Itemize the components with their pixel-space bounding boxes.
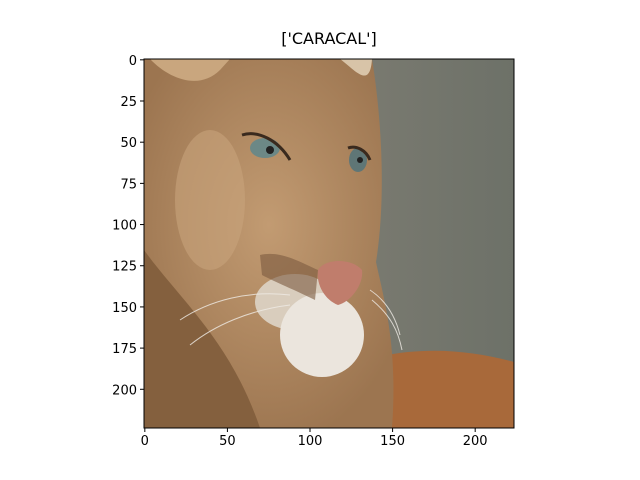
x-tick-label: 100 (298, 434, 323, 449)
y-tick-label: 75 (120, 177, 137, 192)
x-tick-label: 50 (219, 434, 236, 449)
x-tick-label: 150 (380, 434, 405, 449)
y-tick-label: 0 (129, 54, 137, 69)
image (144, 59, 514, 428)
chart-title: ['CARACAL'] (281, 29, 377, 48)
x-tick-label: 0 (141, 434, 149, 449)
y-tick-label: 125 (112, 260, 137, 275)
y-tick-label: 50 (120, 136, 137, 151)
y-tick-label: 200 (112, 383, 137, 398)
y-tick-label: 25 (120, 95, 137, 110)
axes-frame (143, 58, 515, 429)
y-tick-label: 100 (112, 219, 137, 234)
y-tick-label: 150 (112, 301, 137, 316)
x-tick-label: 200 (463, 434, 488, 449)
y-tick-label: 175 (112, 342, 137, 357)
